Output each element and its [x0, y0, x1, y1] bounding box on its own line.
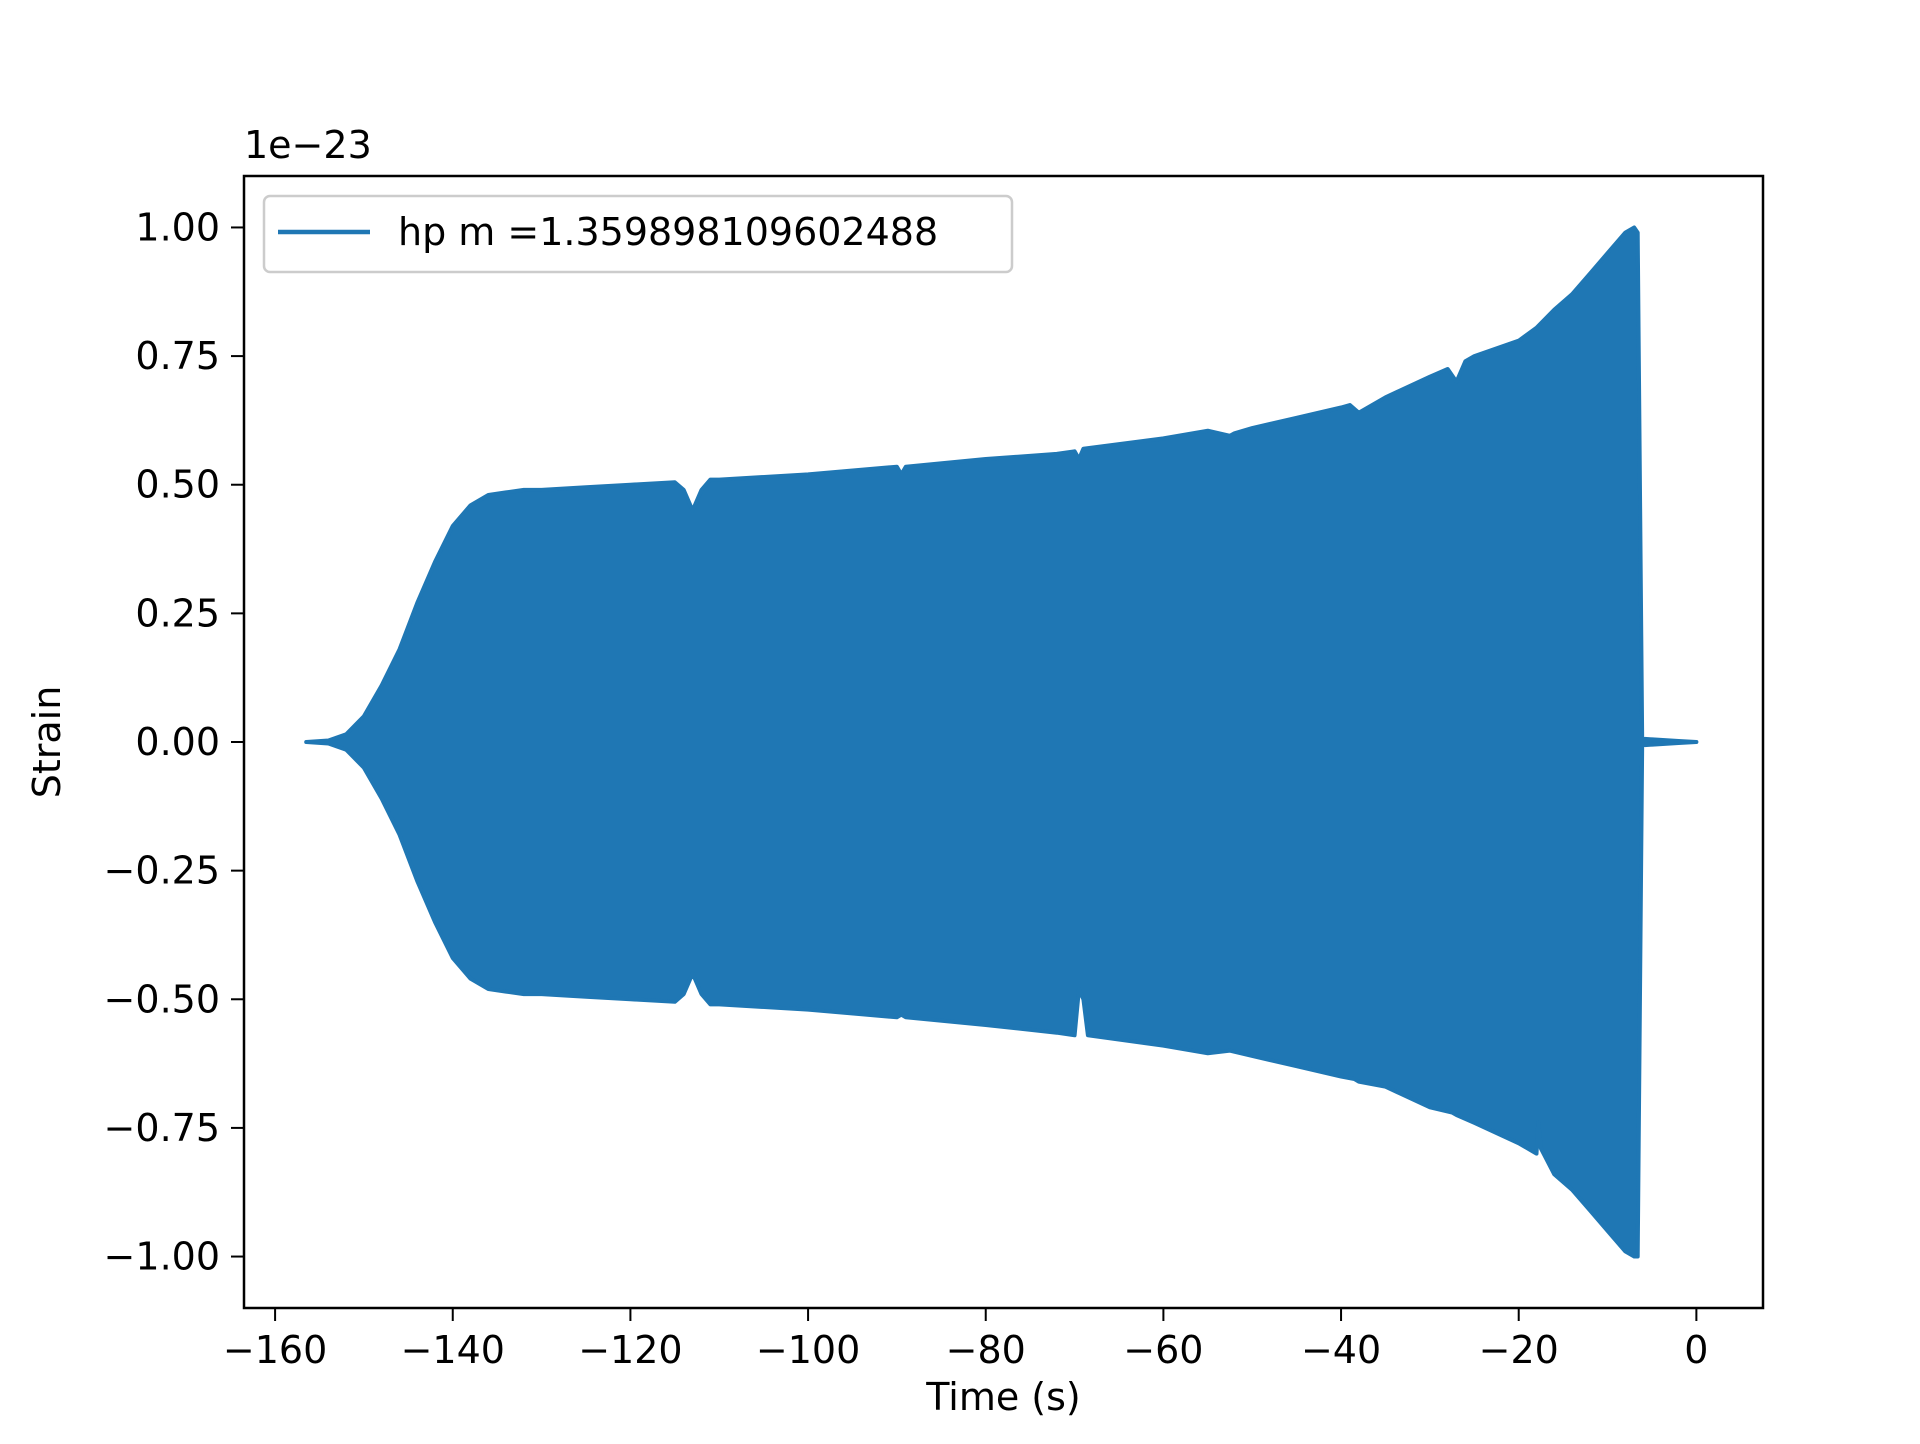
x-tick-label: −60	[1123, 1328, 1203, 1372]
x-tick-label: 0	[1684, 1328, 1708, 1372]
y-offset-label: 1e−23	[244, 123, 372, 167]
y-tick-label: −0.75	[104, 1106, 220, 1150]
x-tick-label: −20	[1479, 1328, 1559, 1372]
legend-label: hp m =1.359898109602488	[398, 210, 938, 254]
x-tick-label: −160	[223, 1328, 327, 1372]
x-axis-label: Time (s)	[925, 1375, 1081, 1419]
x-tick-label: −140	[401, 1328, 505, 1372]
x-tick-label: −120	[578, 1328, 682, 1372]
y-tick-label: −0.50	[104, 977, 220, 1021]
y-axis: 1.00 0.75 0.50 0.25 0.00 −0.25 −0.50 −0.75 −1.00	[104, 205, 244, 1279]
y-tick-label: −1.00	[104, 1235, 220, 1279]
series-waveform-0	[304, 225, 1699, 1259]
series-layer	[304, 225, 1699, 1259]
legend: hp m =1.359898109602488	[262, 194, 1014, 274]
y-tick-label: 0.25	[135, 591, 220, 635]
y-tick-label: 0.50	[135, 463, 220, 507]
y-axis-label: Strain	[25, 686, 69, 799]
y-tick-label: −0.25	[104, 849, 220, 893]
y-tick-label: 1.00	[135, 205, 220, 249]
x-axis: −160 −140 −120 −100 −80 −60 −40 −20 0	[223, 1308, 1708, 1372]
legend-box	[262, 194, 1014, 274]
x-tick-label: −40	[1301, 1328, 1381, 1372]
y-tick-label: 0.00	[135, 720, 220, 764]
x-tick-label: −100	[756, 1328, 860, 1372]
x-tick-label: −80	[946, 1328, 1026, 1372]
y-tick-label: 0.75	[135, 334, 220, 378]
